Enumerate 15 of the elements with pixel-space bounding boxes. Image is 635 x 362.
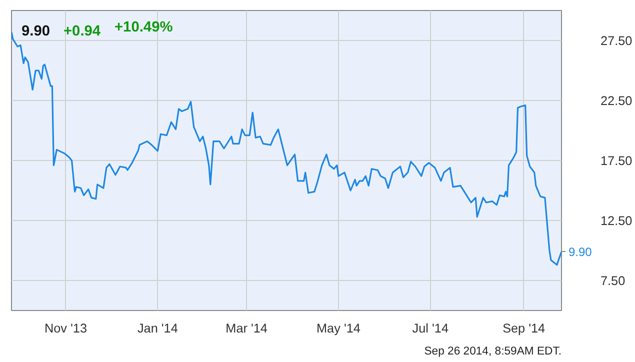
x-tick-label: Jan '14 — [137, 322, 178, 336]
annotation: 9.90 — [568, 245, 592, 260]
y-tick-label: 7.50 — [600, 274, 626, 288]
text: +0.94 +10.49% — [64, 20, 173, 40]
y-tick-label: 22.50 — [600, 94, 632, 108]
x-tick-label: Nov '13 — [44, 322, 88, 336]
y-tick-label: 17.50 — [600, 154, 632, 168]
x-tick-label: May '14 — [316, 322, 360, 336]
text: Sep 26 2014, 8:59AM EDT. — [424, 346, 562, 358]
y-tick-label: 27.50 — [600, 34, 632, 48]
y-tick-label: 12.50 — [600, 214, 632, 228]
x-tick-label: Mar '14 — [226, 322, 268, 336]
text: 9.90 — [22, 24, 50, 40]
x-tick-label: Sep '14 — [502, 322, 546, 336]
x-tick-label: Jul '14 — [412, 322, 449, 336]
